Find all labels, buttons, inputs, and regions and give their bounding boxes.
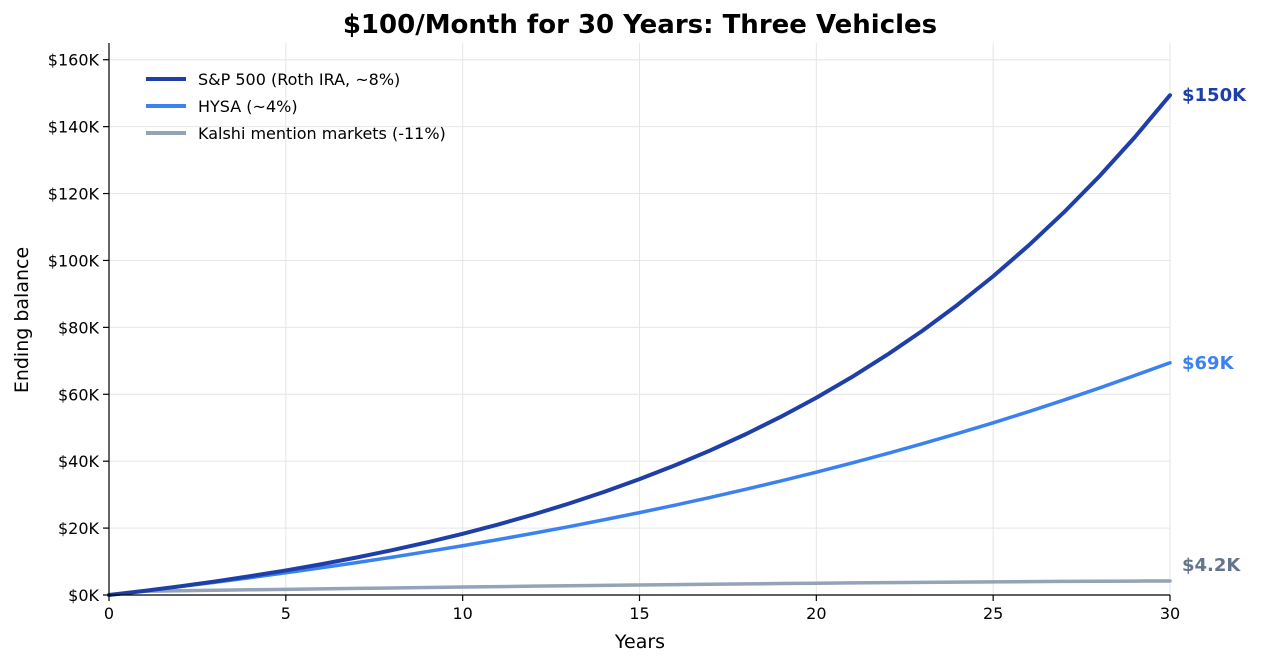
y-tick-label-5: $100K: [48, 251, 100, 270]
series-line-0: [107, 93, 1172, 597]
x-tick-label-2: 10: [452, 604, 472, 623]
legend-label-0: S&P 500 (Roth IRA, ~8%): [198, 70, 400, 89]
x-tick-label-1: 5: [281, 604, 291, 623]
x-tick-label-4: 20: [806, 604, 826, 623]
grid: [108, 43, 1171, 596]
x-ticks: 0 5 10 15 20 25 30: [104, 595, 1180, 623]
y-tick-label-2: $40K: [58, 452, 100, 471]
y-tick-label-4: $80K: [58, 318, 100, 337]
y-tick-label-3: $60K: [58, 385, 100, 404]
series-lines: [107, 93, 1172, 597]
legend-label-2: Kalshi mention markets (-11%): [198, 124, 446, 143]
y-ticks: $0K $20K $40K $60K $80K $100K $120K $140K $160K: [48, 51, 109, 605]
end-label-1: $69K: [1182, 353, 1235, 374]
end-label-0: $150K: [1182, 85, 1247, 106]
end-label-2: $4.2K: [1182, 555, 1241, 576]
y-tick-label-0: $0K: [68, 586, 99, 605]
series-line-1: [107, 361, 1172, 597]
y-tick-label-1: $20K: [58, 519, 100, 538]
x-axis-label: Years: [614, 631, 665, 653]
series-line-2: [107, 579, 1172, 597]
x-tick-label-6: 30: [1160, 604, 1180, 623]
chart-title: $100/Month for 30 Years: Three Vehicles: [343, 10, 937, 40]
x-tick-label-0: 0: [104, 604, 114, 623]
end-labels: $150K $69K $4.2K: [1182, 85, 1247, 576]
legend-label-1: HYSA (~4%): [198, 97, 298, 116]
y-tick-label-6: $120K: [48, 185, 100, 204]
y-tick-label-8: $160K: [48, 51, 100, 70]
y-tick-label-7: $140K: [48, 118, 100, 137]
legend: S&P 500 (Roth IRA, ~8%) HYSA (~4%) Kalshi …: [146, 70, 446, 143]
y-axis-label: Ending balance: [11, 247, 33, 393]
x-tick-label-5: 25: [983, 604, 1003, 623]
x-tick-label-3: 15: [629, 604, 649, 623]
